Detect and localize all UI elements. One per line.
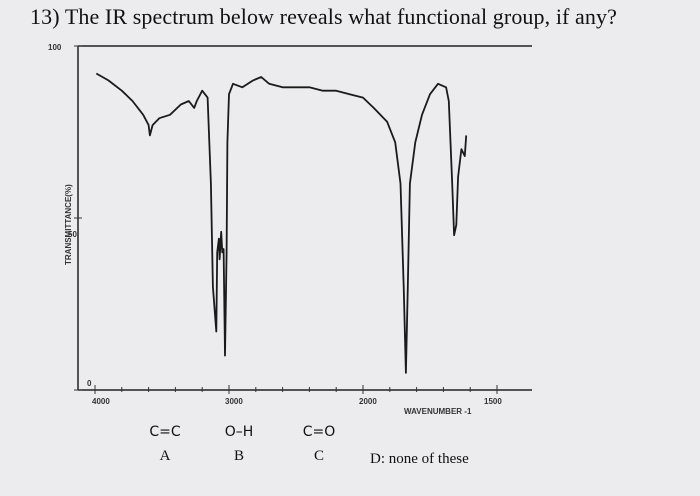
- y-tick-100: 100: [48, 43, 62, 52]
- x-tick-4000: 4000: [92, 397, 110, 406]
- choice-b[interactable]: O–H B: [214, 424, 264, 465]
- choice-a-formula: C=C: [149, 424, 181, 440]
- choice-b-letter: B: [233, 448, 244, 464]
- choice-a[interactable]: C=C A: [140, 424, 190, 465]
- x-axis-label: WAVENUMBER -1: [404, 407, 472, 416]
- spectrum-line: [95, 72, 468, 374]
- choice-a-letter: A: [159, 448, 171, 464]
- choice-c[interactable]: C=O C: [294, 424, 344, 465]
- y-tick-0: 0: [87, 379, 92, 388]
- choice-d[interactable]: D: none of these: [370, 451, 469, 467]
- y-tick-50: 50: [68, 230, 77, 239]
- x-tick-1500: 1500: [484, 397, 502, 406]
- choice-c-letter: C: [313, 448, 324, 464]
- choice-c-formula: C=O: [302, 424, 336, 440]
- axis-ticks: [74, 45, 498, 394]
- x-tick-2000: 2000: [359, 397, 377, 406]
- axis-tick-labels: 100 50 0 4000 3000 2000 1500 WAVENUMBER …: [48, 43, 502, 416]
- question-title: 13) The IR spectrum below reveals what f…: [30, 4, 617, 29]
- y-axis-label: TRANSMITTANCE(%): [64, 184, 73, 265]
- choice-b-formula: O–H: [224, 424, 254, 440]
- x-tick-3000: 3000: [225, 397, 243, 406]
